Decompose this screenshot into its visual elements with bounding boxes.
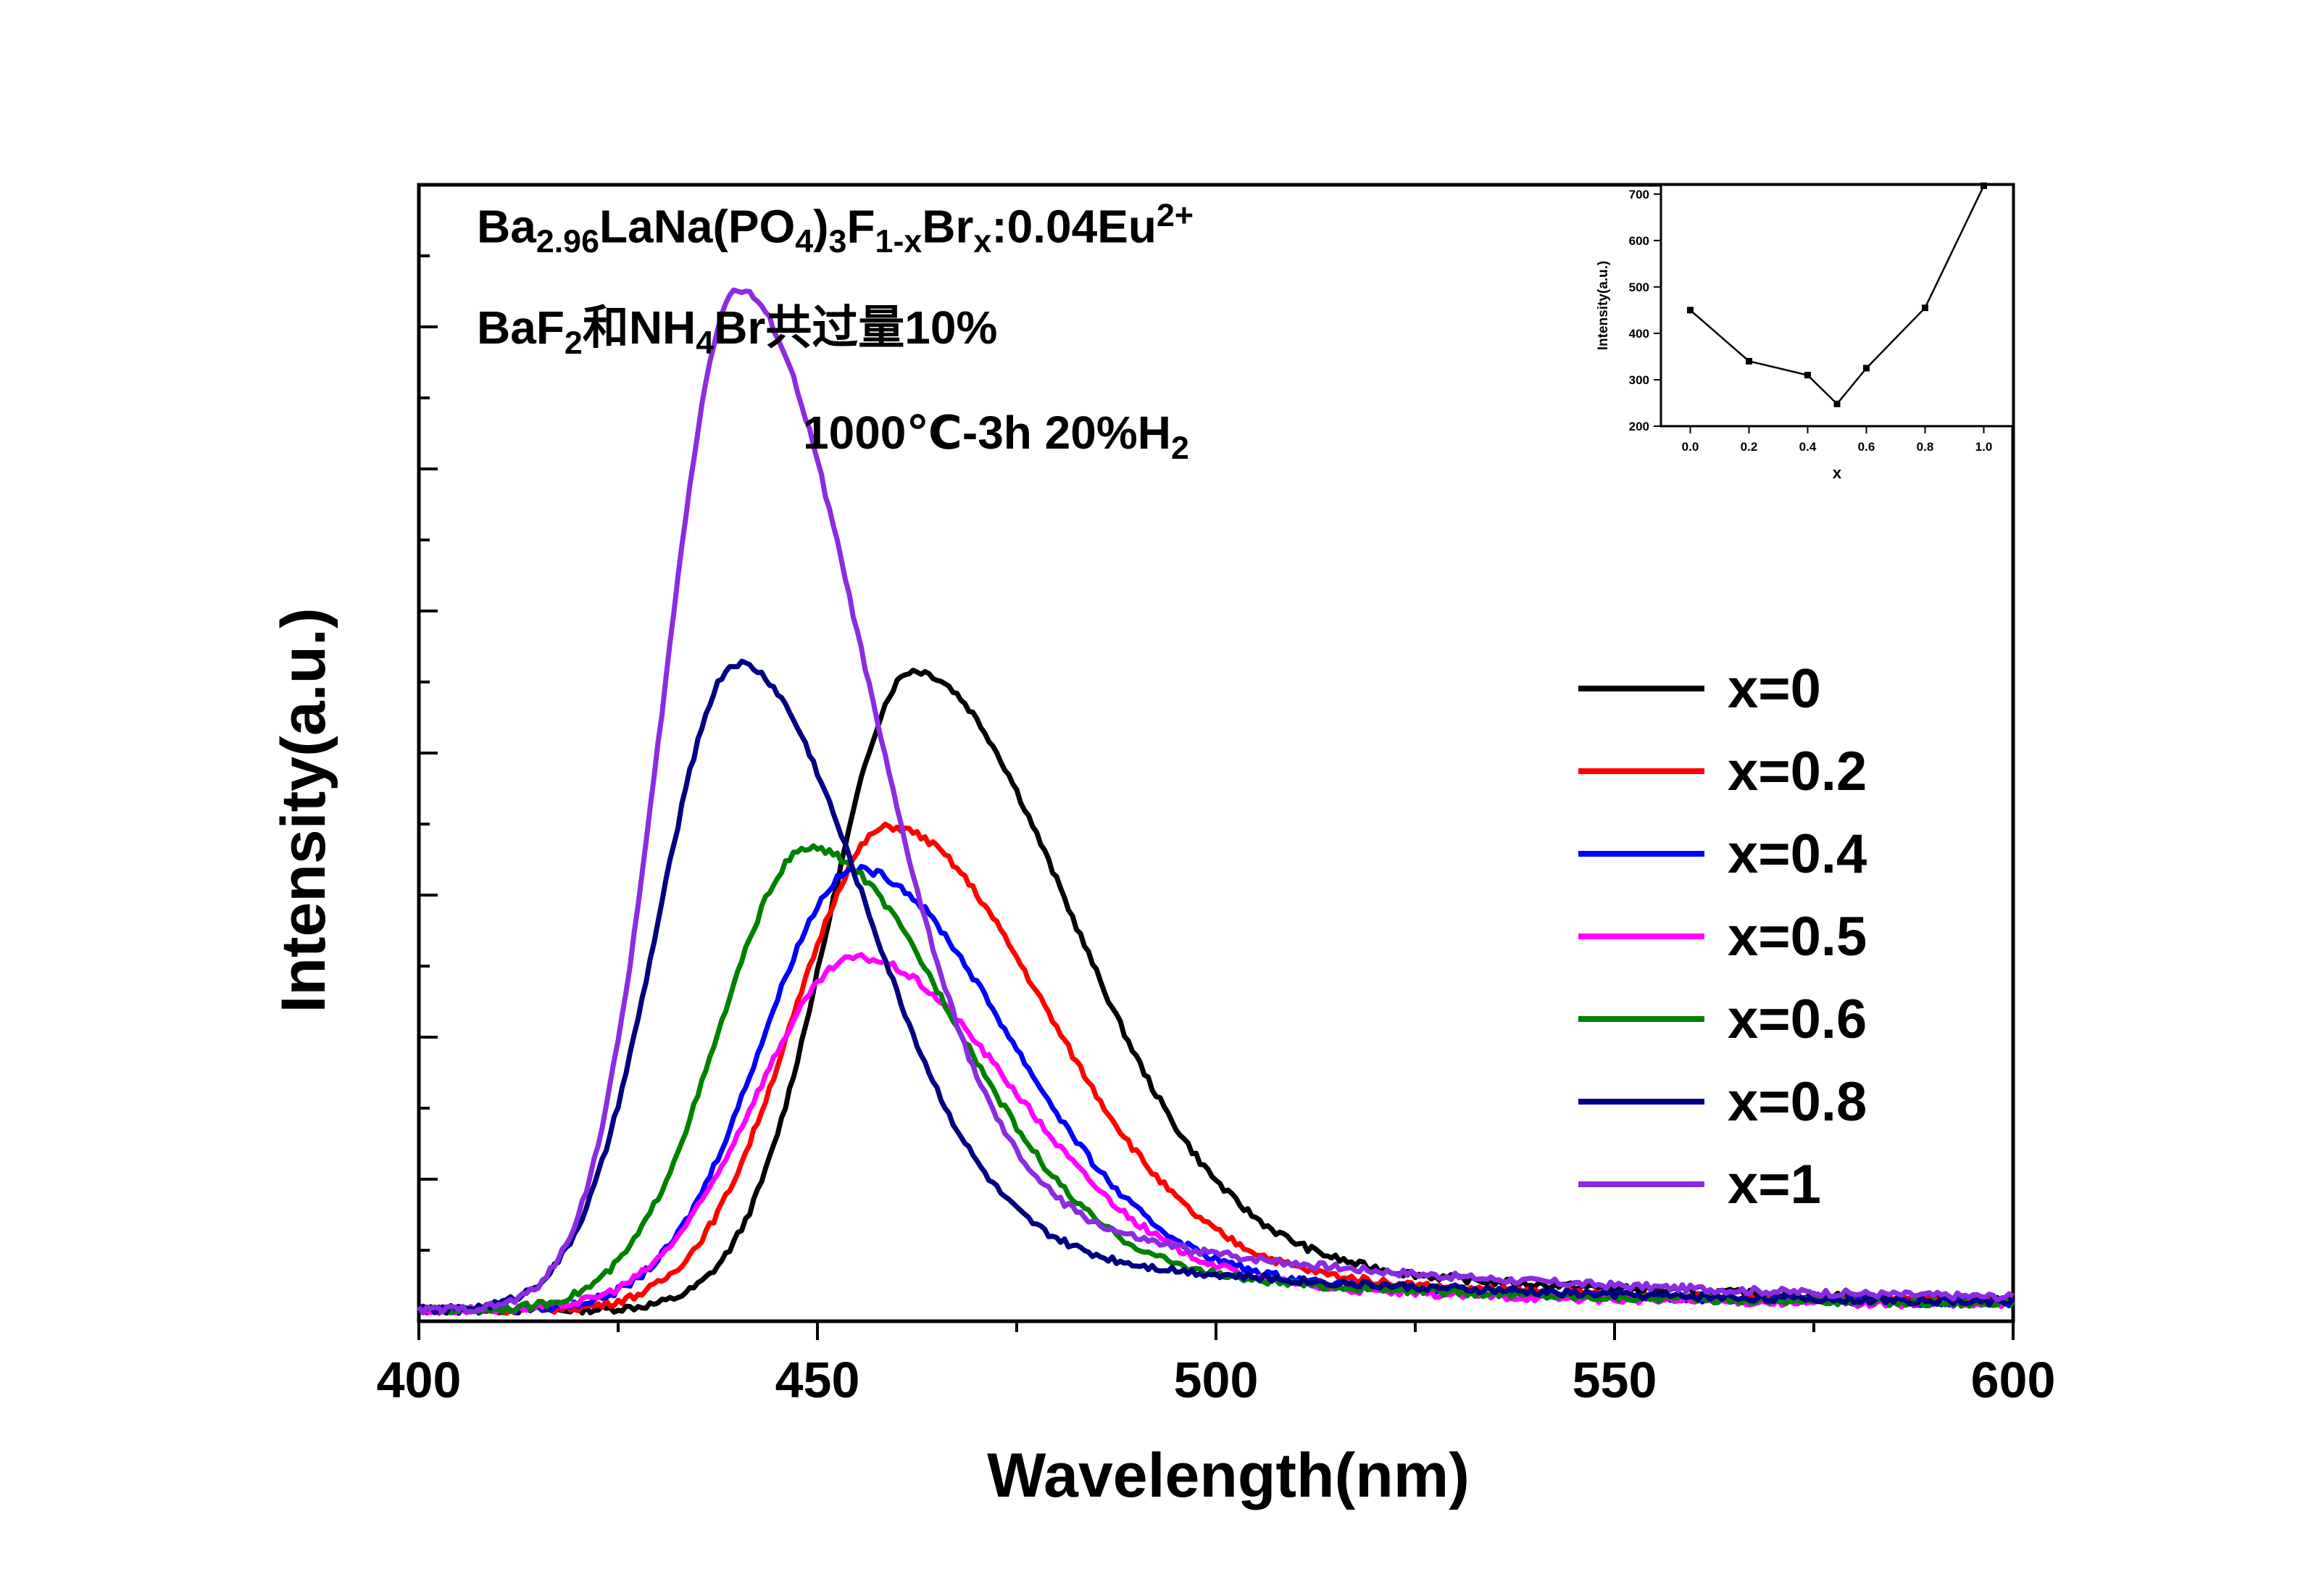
main-plot: 400 450 500 550 600: [377, 183, 2056, 1408]
inset-data-point: [1922, 304, 1928, 312]
legend-label: x=0.5: [1728, 906, 1867, 968]
inset-y-tick-label: 400: [1629, 327, 1649, 341]
inset-y-axis-label: Intensity(a.u.): [1596, 261, 1611, 351]
inset-data-point: [1804, 372, 1811, 379]
legend-label: x=0.8: [1728, 1071, 1867, 1133]
legend-label: x=0: [1728, 658, 1821, 720]
inset-y-tick-label: 300: [1629, 373, 1649, 387]
series-line: [417, 952, 2015, 1315]
series-line: [418, 821, 2015, 1316]
inset-y-tick-label: 700: [1629, 188, 1649, 201]
inset-data-point: [1981, 182, 1987, 189]
inset-x-axis-label: x: [1833, 464, 1842, 482]
legend-label: x=1: [1728, 1154, 1821, 1215]
inset-data-point: [1687, 307, 1694, 314]
inset-data-point: [1863, 365, 1870, 372]
x-axis-label: Wavelength(nm): [987, 1441, 1470, 1510]
inset-x-tick-label: 0.0: [1682, 440, 1699, 454]
condition-annotation: 1000℃-3h 20%H2: [803, 407, 1189, 466]
x-tick-label: 550: [1573, 1352, 1657, 1408]
inset-data-point: [1833, 400, 1841, 407]
legend-label: x=0.4: [1728, 823, 1867, 885]
inset-y-tick-label: 600: [1629, 234, 1649, 248]
inset-frame: [1659, 183, 2015, 428]
series-line: [417, 658, 2015, 1315]
x-tick-label: 450: [775, 1352, 860, 1408]
inset-x-tick-label: 0.6: [1858, 440, 1875, 454]
x-tick-label: 600: [1971, 1352, 2056, 1408]
inset-x-tick-label: 0.8: [1917, 440, 1934, 454]
series-line: [417, 287, 2015, 1315]
inset-data-point: [1746, 357, 1752, 365]
inset-x-tick-label: 0.4: [1799, 440, 1817, 454]
inset-x-tick-label: 1.0: [1975, 440, 1993, 454]
inset-plot: 0.0 0.2 0.4 0.6 0.8 1.0 200 300 400 500 600 700 x Int…: [1596, 182, 2015, 482]
inset-y-tick-label: 200: [1629, 420, 1649, 433]
legend: x=0 x=0.2 x=0.4 x=0.5 x=0.6 x=0.8 x=1: [1578, 658, 1867, 1215]
formula-annotation: Ba2.96LaNa(PO4)3F1-xBrx:0.04Eu2+: [477, 197, 1194, 260]
y-axis-label: Intensity(a.u.): [269, 607, 338, 1013]
legend-label: x=0.2: [1728, 741, 1867, 802]
inset-x-tick-label: 0.2: [1741, 440, 1758, 454]
x-tick-label: 400: [377, 1352, 462, 1408]
x-tick-label: 500: [1174, 1352, 1259, 1408]
flux-annotation: BaF2和NH4Br共过量10%: [477, 302, 998, 361]
inset-y-tick-label: 500: [1629, 280, 1649, 294]
legend-label: x=0.6: [1728, 989, 1867, 1050]
